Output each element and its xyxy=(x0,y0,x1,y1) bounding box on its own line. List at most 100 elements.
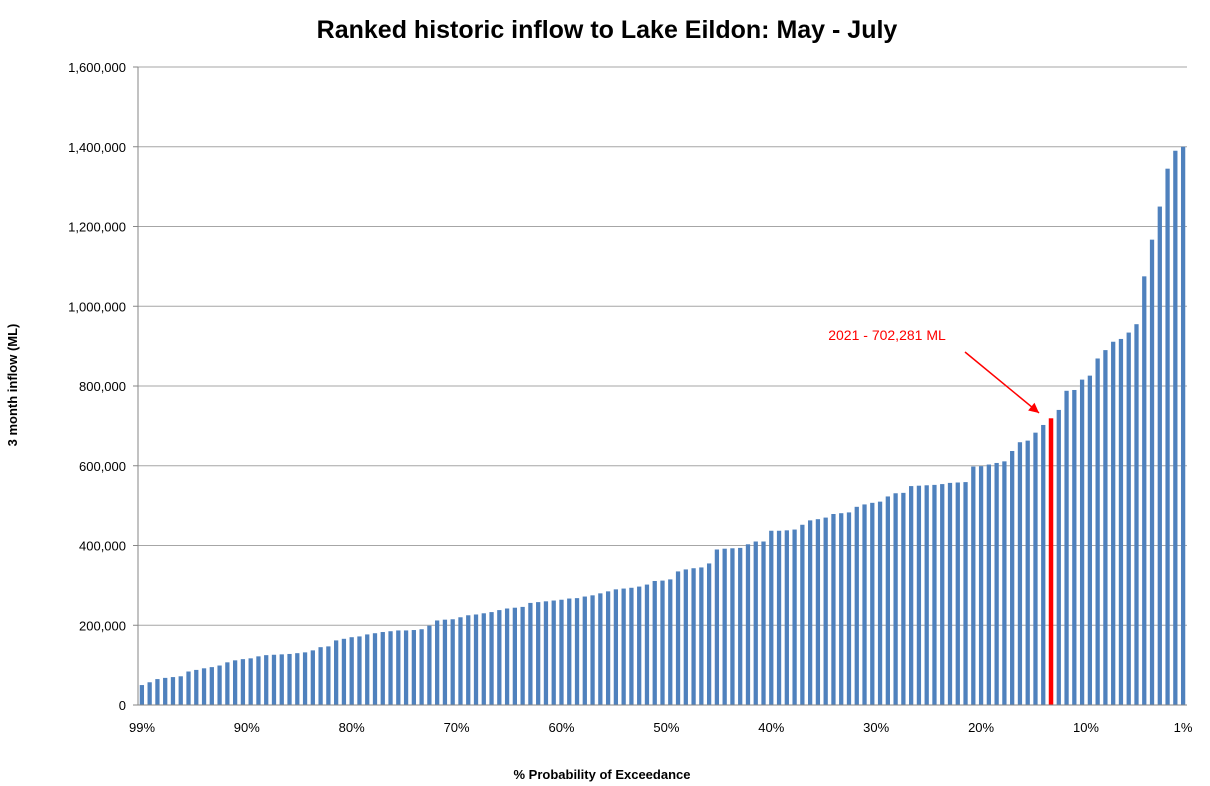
annotation-arrow-line xyxy=(964,351,1040,414)
bar xyxy=(621,588,626,705)
bar xyxy=(924,485,929,705)
bar xyxy=(629,587,634,705)
bar xyxy=(1149,239,1155,705)
bar xyxy=(489,612,494,705)
y-tick-label: 1,000,000 xyxy=(68,299,126,314)
bar xyxy=(1173,150,1178,706)
bar xyxy=(722,548,727,705)
bar xyxy=(644,584,650,705)
annotation-arrow xyxy=(964,351,1040,414)
annotation-arrow-head xyxy=(1028,402,1040,413)
bar xyxy=(730,548,735,705)
bar xyxy=(877,501,883,705)
bar xyxy=(1126,332,1131,705)
bar xyxy=(761,541,766,705)
bar xyxy=(1017,442,1023,705)
bar xyxy=(201,668,207,705)
bar xyxy=(675,571,681,705)
bar xyxy=(1002,461,1007,705)
bar xyxy=(815,519,821,705)
bar xyxy=(295,653,300,705)
bar xyxy=(528,602,533,705)
bar xyxy=(1033,432,1038,705)
bar xyxy=(932,484,937,705)
bar xyxy=(893,493,898,705)
bar xyxy=(442,619,448,705)
bar xyxy=(1111,341,1116,705)
bar-highlight-2021 xyxy=(1048,418,1054,705)
bar xyxy=(846,512,852,705)
bar xyxy=(691,568,696,705)
bar xyxy=(419,629,424,705)
bar xyxy=(1025,440,1030,705)
bar xyxy=(287,653,292,705)
bar xyxy=(1010,450,1015,705)
bar xyxy=(458,617,463,705)
bar xyxy=(714,549,720,705)
x-tick-label: 60% xyxy=(548,720,574,735)
bar xyxy=(512,607,517,705)
bar xyxy=(435,620,440,705)
bar xyxy=(963,482,968,705)
x-tick-label: 20% xyxy=(968,720,994,735)
bar xyxy=(147,682,152,705)
bar xyxy=(271,654,277,705)
bar xyxy=(947,482,953,705)
bar xyxy=(559,599,564,705)
y-tick-label: 600,000 xyxy=(79,459,126,474)
bar xyxy=(1134,324,1139,705)
bar xyxy=(279,654,284,705)
bar xyxy=(240,659,246,705)
bar xyxy=(831,513,836,705)
x-tick-label: 99% xyxy=(129,720,155,735)
bar xyxy=(1180,146,1186,705)
bar xyxy=(839,513,844,705)
x-tick-label: 90% xyxy=(234,720,260,735)
bar xyxy=(334,640,339,705)
bar xyxy=(139,685,145,705)
bar xyxy=(986,464,991,705)
bar xyxy=(706,563,712,705)
bar xyxy=(341,638,347,705)
bar-series xyxy=(139,146,1186,706)
bar xyxy=(365,634,370,705)
bar xyxy=(854,506,859,705)
x-tick-label: 40% xyxy=(758,720,784,735)
bar xyxy=(776,530,782,705)
y-tick-label: 1,600,000 xyxy=(68,60,126,75)
bar xyxy=(318,647,323,705)
x-tick-label: 80% xyxy=(339,720,365,735)
bar xyxy=(637,586,642,705)
bar xyxy=(652,580,657,705)
bar xyxy=(660,580,665,705)
y-tick-label: 1,200,000 xyxy=(68,220,126,235)
bar xyxy=(225,662,230,705)
bar xyxy=(481,613,486,705)
bar xyxy=(186,671,191,705)
bar xyxy=(613,589,619,705)
bar xyxy=(264,655,269,705)
x-tick-label: 50% xyxy=(653,720,679,735)
bar xyxy=(916,485,922,705)
bar xyxy=(256,656,261,705)
bar xyxy=(403,630,409,705)
bar xyxy=(1087,375,1093,705)
y-tick-label: 200,000 xyxy=(79,618,126,633)
x-axis-label: % Probability of Exceedance xyxy=(513,767,690,782)
bar xyxy=(536,602,541,705)
bar xyxy=(870,502,875,705)
bar xyxy=(388,631,393,705)
x-tick-label: 10% xyxy=(1073,720,1099,735)
bar xyxy=(808,520,813,705)
bar xyxy=(800,524,805,705)
bar xyxy=(217,665,222,705)
bar xyxy=(326,646,331,705)
bar xyxy=(194,669,199,705)
bar xyxy=(349,637,354,705)
bar xyxy=(823,517,828,705)
bar xyxy=(209,667,214,705)
bar xyxy=(1118,338,1124,705)
x-tick-label: 70% xyxy=(444,720,470,735)
bar xyxy=(302,652,308,705)
